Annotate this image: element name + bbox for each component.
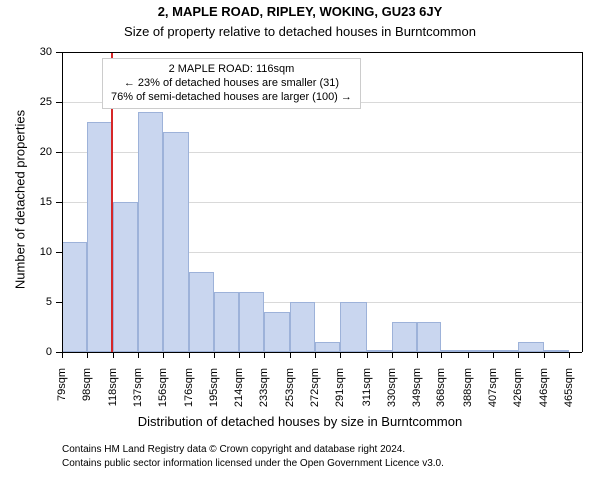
x-tick-label: 98sqm [81,368,93,418]
histogram-bar [340,302,366,352]
histogram-bar [138,112,163,352]
x-tick-label: 137sqm [132,368,144,418]
histogram-bar [214,292,239,352]
y-tick-label: 20 [0,146,52,158]
legend-line-1: 2 MAPLE ROAD: 116sqm [111,63,352,77]
footer-line-1: Contains HM Land Registry data © Crown c… [62,444,405,455]
property-info-box: 2 MAPLE ROAD: 116sqm← 23% of detached ho… [102,58,361,109]
legend-line-3: 76% of semi-detached houses are larger (… [111,91,352,105]
x-tick-label: 407sqm [487,368,499,418]
x-tick-label: 426sqm [512,368,524,418]
histogram-bar [518,342,544,352]
y-tick-label: 30 [0,46,52,58]
histogram-bar [417,322,442,352]
histogram-bar [113,202,138,352]
histogram-bar [163,132,189,352]
x-tick-label: 368sqm [435,368,447,418]
x-tick-label: 195sqm [208,368,220,418]
legend-line-2: ← 23% of detached houses are smaller (31… [111,77,352,91]
histogram-bar [264,312,290,352]
y-tick-label: 25 [0,96,52,108]
x-tick-label: 156sqm [157,368,169,418]
x-tick-label: 388sqm [462,368,474,418]
histogram-bar [62,242,87,352]
axis-border [62,352,582,353]
axis-border [62,52,63,352]
x-tick-label: 291sqm [334,368,346,418]
chart-subtitle: Size of property relative to detached ho… [0,24,600,39]
axis-border [62,52,582,53]
x-tick-label: 272sqm [309,368,321,418]
chart-container: { "title": "2, MAPLE ROAD, RIPLEY, WOKIN… [0,0,600,500]
x-tick-label: 349sqm [411,368,423,418]
histogram-bar [315,342,340,352]
histogram-bar [239,292,264,352]
x-tick-label: 253sqm [284,368,296,418]
histogram-bar [87,122,113,352]
x-tick-label: 233sqm [258,368,270,418]
histogram-bar [290,302,315,352]
x-tick-label: 118sqm [107,368,119,418]
histogram-bar [189,272,214,352]
y-tick-label: 15 [0,196,52,208]
y-tick-label: 0 [0,346,52,358]
x-tick-label: 446sqm [538,368,550,418]
x-tick-label: 465sqm [563,368,575,418]
x-tick-label: 79sqm [56,368,68,418]
footer-line-2: Contains public sector information licen… [62,458,444,469]
x-tick-label: 176sqm [183,368,195,418]
axis-border [582,52,583,352]
histogram-bar [392,322,417,352]
y-tick-label: 5 [0,296,52,308]
x-tick-label: 214sqm [233,368,245,418]
x-tick-label: 330sqm [386,368,398,418]
y-tick-label: 10 [0,246,52,258]
chart-title: 2, MAPLE ROAD, RIPLEY, WOKING, GU23 6JY [0,4,600,19]
x-tick-label: 311sqm [361,368,373,418]
